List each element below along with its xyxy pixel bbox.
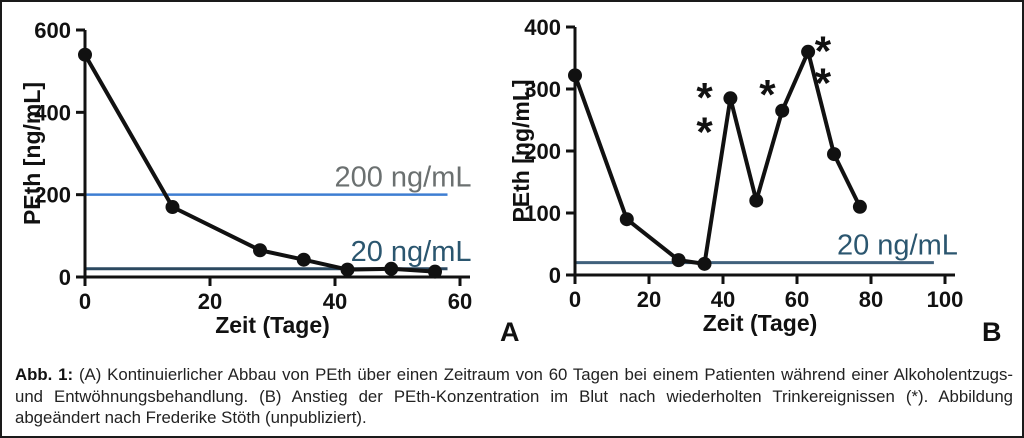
data-point <box>827 147 841 162</box>
x-axis-title: Zeit (Tage) <box>703 310 818 336</box>
panel-label-b: B <box>982 317 1002 347</box>
x-tick-label: 0 <box>569 287 581 312</box>
asterisk-annotation: * <box>815 28 832 75</box>
reference-label-20: 20 ng/mL <box>837 230 958 262</box>
data-point <box>619 212 634 227</box>
data-point <box>801 44 816 59</box>
y-tick-label: 400 <box>34 100 71 125</box>
data-point <box>568 68 582 83</box>
reference-label-200: 200 ng/mL <box>334 162 471 194</box>
y-tick-label: 200 <box>34 183 71 208</box>
data-line <box>573 49 862 266</box>
data-point <box>671 253 686 268</box>
y-tick-label: 100 <box>524 201 561 226</box>
data-point <box>253 243 267 258</box>
reference-label-20: 20 ng/mL <box>351 236 472 268</box>
y-tick-label: 0 <box>549 263 561 288</box>
data-point <box>723 91 738 106</box>
asterisk-annotation: * <box>815 59 832 106</box>
figure-caption: Abb. 1: (A) Kontinuierlicher Abbau von P… <box>15 364 1013 429</box>
data-point <box>165 200 180 215</box>
x-tick-label: 80 <box>859 287 883 312</box>
chart-b: 20 ng/mL 0 100 200 300 400 0 20 40 60 80 100 Zeit (T… <box>508 15 964 336</box>
y-axis-title: PEth [ng/mL] <box>19 82 45 225</box>
data-point <box>852 199 867 214</box>
data-point <box>78 47 92 62</box>
caption-label: Abb. 1: <box>15 365 74 384</box>
chart-a: 200 ng/mL 20 ng/mL 0 200 400 600 0 20 40 60 Zeit (… <box>19 18 472 338</box>
data-point <box>428 264 442 279</box>
data-point <box>775 103 790 118</box>
data-point <box>697 256 712 271</box>
x-tick-label: 20 <box>637 287 661 312</box>
data-point <box>749 193 764 208</box>
x-tick-label: 20 <box>198 289 222 314</box>
y-axis-title: PEth [ng/mL] <box>508 79 534 222</box>
data-point <box>340 262 355 277</box>
data-point <box>296 252 311 267</box>
x-tick-label: 100 <box>927 287 964 312</box>
x-axis-title: Zeit (Tage) <box>215 312 330 338</box>
data-point <box>384 261 399 276</box>
y-tick-label: 0 <box>59 265 71 290</box>
x-tick-label: 60 <box>448 289 472 314</box>
y-tick-label: 300 <box>524 77 561 102</box>
caption-text: (A) Kontinuierlicher Abbau von PEth über… <box>15 365 1013 427</box>
y-tick-label: 400 <box>524 15 561 40</box>
asterisk-annotation: * <box>696 108 713 155</box>
asterisk-annotation: * <box>759 71 776 118</box>
x-tick-label: 40 <box>323 289 347 314</box>
y-tick-label: 600 <box>34 18 71 43</box>
x-tick-label: 40 <box>711 287 735 312</box>
y-tick-label: 200 <box>524 139 561 164</box>
panel-label-a: A <box>500 317 520 347</box>
asterisk-annotation: * <box>696 74 713 121</box>
x-tick-label: 0 <box>79 289 91 314</box>
x-tick-label: 60 <box>785 287 809 312</box>
